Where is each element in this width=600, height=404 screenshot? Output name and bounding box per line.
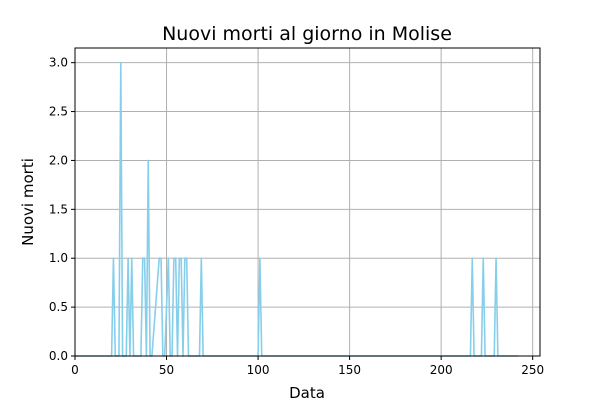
y-tick-label: 3.0	[49, 56, 68, 70]
y-tick-label: 0.0	[49, 349, 68, 363]
x-axis-label: Data	[289, 384, 325, 400]
y-tick-label: 2.0	[49, 153, 68, 167]
y-tick-label: 2.5	[49, 105, 68, 119]
ticks: 0 50 100 150 200 250 0.0 0.5 1.0 1.5 2.0 2.5 3.0	[49, 56, 544, 377]
grid	[74, 48, 540, 357]
x-tick-label: 50	[159, 363, 174, 377]
y-tick-label: 0.5	[49, 300, 68, 314]
x-tick-label: 150	[338, 363, 361, 377]
y-axis-label: Nuovi morti	[19, 158, 37, 246]
plot-frame	[74, 47, 541, 357]
x-tick-label: 100	[247, 363, 270, 377]
y-tick-label: 1.5	[49, 202, 68, 216]
x-tick-label: 250	[521, 363, 544, 377]
x-tick-label: 0	[71, 363, 79, 377]
y-tick-label: 1.0	[49, 251, 68, 265]
x-tick-label: 200	[430, 363, 453, 377]
chart-title: Nuovi morti al giorno in Molise	[162, 23, 452, 45]
